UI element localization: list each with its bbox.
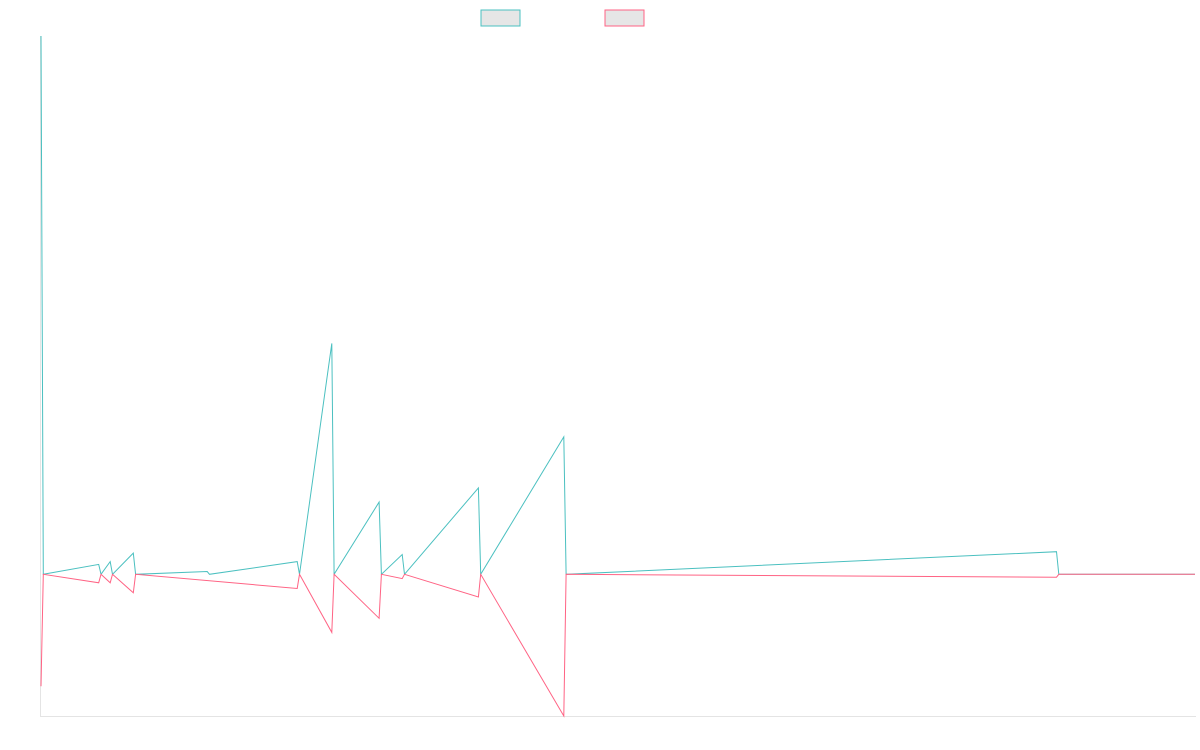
series-a	[40, 35, 1195, 577]
legend	[480, 9, 645, 27]
series-layer	[40, 35, 1195, 718]
series-line[interactable]	[40, 572, 1195, 718]
series-line[interactable]	[40, 35, 1195, 577]
axes	[40, 36, 1196, 717]
legend-swatch-series-b[interactable]	[604, 9, 645, 27]
series-b	[40, 572, 1195, 718]
legend-swatch-series-a[interactable]	[480, 9, 521, 27]
